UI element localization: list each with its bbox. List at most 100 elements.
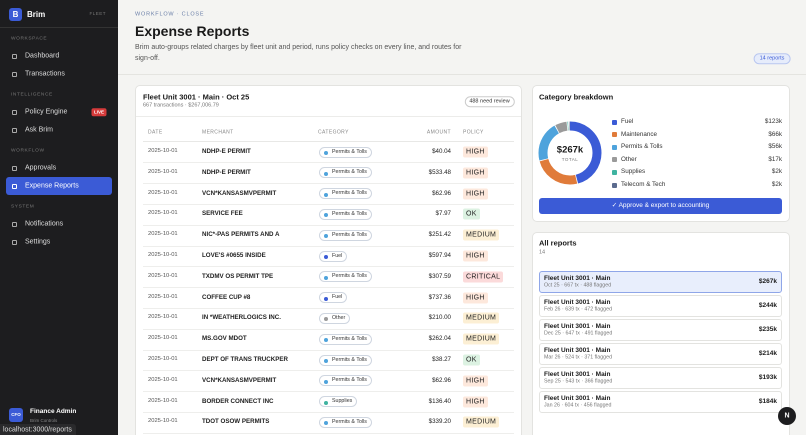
cell-amount: $210.00 [428,314,451,322]
cell-amount: $38.27 [432,355,451,363]
category-pill: Permits & Tolls [319,208,372,220]
category-dot [324,171,328,176]
report-item-amount: $214k [758,349,777,357]
category-dot [324,338,328,343]
cell-amount: $62.96 [432,189,451,197]
fab-button[interactable] [778,407,796,425]
report-item-meta: Dec 25 · 647 tx · 491 flagged [544,330,613,337]
fab-label[interactable]: N [784,412,790,420]
cell-merchant: IN *WEATHERLOGICS INC. [202,314,281,322]
category-dot [324,296,328,301]
report-item-meta: Sep 25 · 543 tx · 366 flagged [544,378,613,385]
legend-swatch [612,132,617,138]
category-pill: Fuel [319,292,348,304]
report-item-name: Fleet Unit 3001 · Main [544,394,611,402]
report-item[interactable] [539,271,782,293]
nav-icon [12,221,17,227]
cell-date: 2025-10-01 [148,231,178,238]
approve-label[interactable]: ✓ Approve & export to accounting [611,201,710,209]
report-item-name: Fleet Unit 3001 · Main [544,322,611,330]
row-divider [143,349,514,351]
nav-item[interactable]: Expense Reports [25,182,79,190]
nav-item[interactable]: Policy Engine [25,108,68,116]
donut-total-label: TOTAL [561,156,579,162]
cell-amount: $262.04 [428,335,451,343]
cell-merchant: BORDER CONNECT INC [202,397,274,405]
legend-amount: $66k [768,130,782,138]
nav-section-title: INTELLIGENCE [11,92,53,98]
report-item-meta: Jan 26 · 604 tx · 456 flagged [544,402,612,409]
user-avatar [9,408,23,422]
nav-tag: LIVE [91,108,107,116]
report-item-name: Fleet Unit 3001 · Main [544,370,611,378]
cell-merchant: VCN*KANSASMVPERMIT [202,376,277,384]
nav-item[interactable]: Notifications [25,220,64,228]
status-bar [0,424,76,435]
nav-item[interactable]: Settings [25,238,51,246]
legend-name: Supplies [621,168,646,176]
breadcrumb: WORKFLOW · CLOSE [135,11,205,18]
nav-icon [12,53,17,59]
report-item[interactable] [539,295,782,317]
legend-name: Other [621,155,637,163]
status-url: localhost:3000/reports [3,426,72,433]
row-divider [143,328,514,330]
cell-category: Permits & Tolls [332,210,367,217]
category-pill: Permits & Tolls [319,188,372,200]
cell-amount: $136.40 [428,397,451,405]
cell-merchant: LOVE'S #0655 INSIDE [202,251,266,259]
table-divider [143,141,514,142]
nav-icon [12,109,17,115]
column-header: MERCHANT [202,129,234,136]
nav-item[interactable]: Transactions [25,70,65,78]
category-pill: Permits & Tolls [319,375,372,387]
cell-date: 2025-10-01 [148,272,178,279]
nav-item[interactable]: Ask Brim [25,126,53,134]
legend-swatch [612,182,617,188]
cell-merchant: SERVICE FEE [202,210,243,218]
nav-icon [12,127,17,133]
cell-merchant: NDHP-E PERMIT [202,147,251,155]
breakdown-title: Category breakdown [539,92,614,102]
report-item[interactable] [539,367,782,389]
nav-item[interactable]: Dashboard [25,52,60,60]
cell-category: Permits & Tolls [332,418,367,425]
cell-merchant: VCN*KANSASMVPERMIT [202,189,277,197]
cell-amount: $339.20 [428,418,451,426]
category-pill: Permits & Tolls [319,354,372,366]
report-card [135,85,522,435]
donut-chart [538,121,602,185]
policy-badge: OK [463,354,480,366]
logo-letter: B [12,9,19,19]
nav-active-bg[interactable] [6,177,112,195]
cell-amount: $533.48 [428,168,451,176]
report-item[interactable] [539,319,782,341]
reports-title: All reports [539,238,577,248]
category-pill: Supplies [319,396,358,408]
cell-merchant: COFFEE CUP #8 [202,293,251,301]
category-pill: Permits & Tolls [319,271,372,283]
report-item-meta: Feb 26 · 639 tx · 472 flagged [544,306,613,313]
row-divider [143,287,514,289]
legend-amount: $2k [771,168,782,176]
legend-amount: $17k [768,155,782,163]
row-divider [143,432,514,434]
category-pill: Other [319,312,351,324]
cell-category: Supplies [332,398,353,405]
cell-category: Permits & Tolls [332,335,367,342]
nav-section-title: WORKFLOW [11,148,45,154]
policy-badge: HIGH [463,375,488,387]
category-pill: Permits & Tolls [319,333,372,345]
report-item-meta: Oct 25 · 667 tx · 488 flagged [544,282,612,289]
row-divider [143,391,514,393]
legend-amount: $2k [771,180,782,188]
report-item[interactable] [539,343,782,365]
cell-date: 2025-10-01 [148,314,178,321]
row-divider [143,370,514,372]
cell-date: 2025-10-01 [148,252,178,259]
report-item[interactable] [539,391,782,413]
category-dot [324,234,328,239]
cell-date: 2025-10-01 [148,397,178,404]
approve-button[interactable] [539,198,782,214]
nav-item[interactable]: Approvals [25,164,57,172]
